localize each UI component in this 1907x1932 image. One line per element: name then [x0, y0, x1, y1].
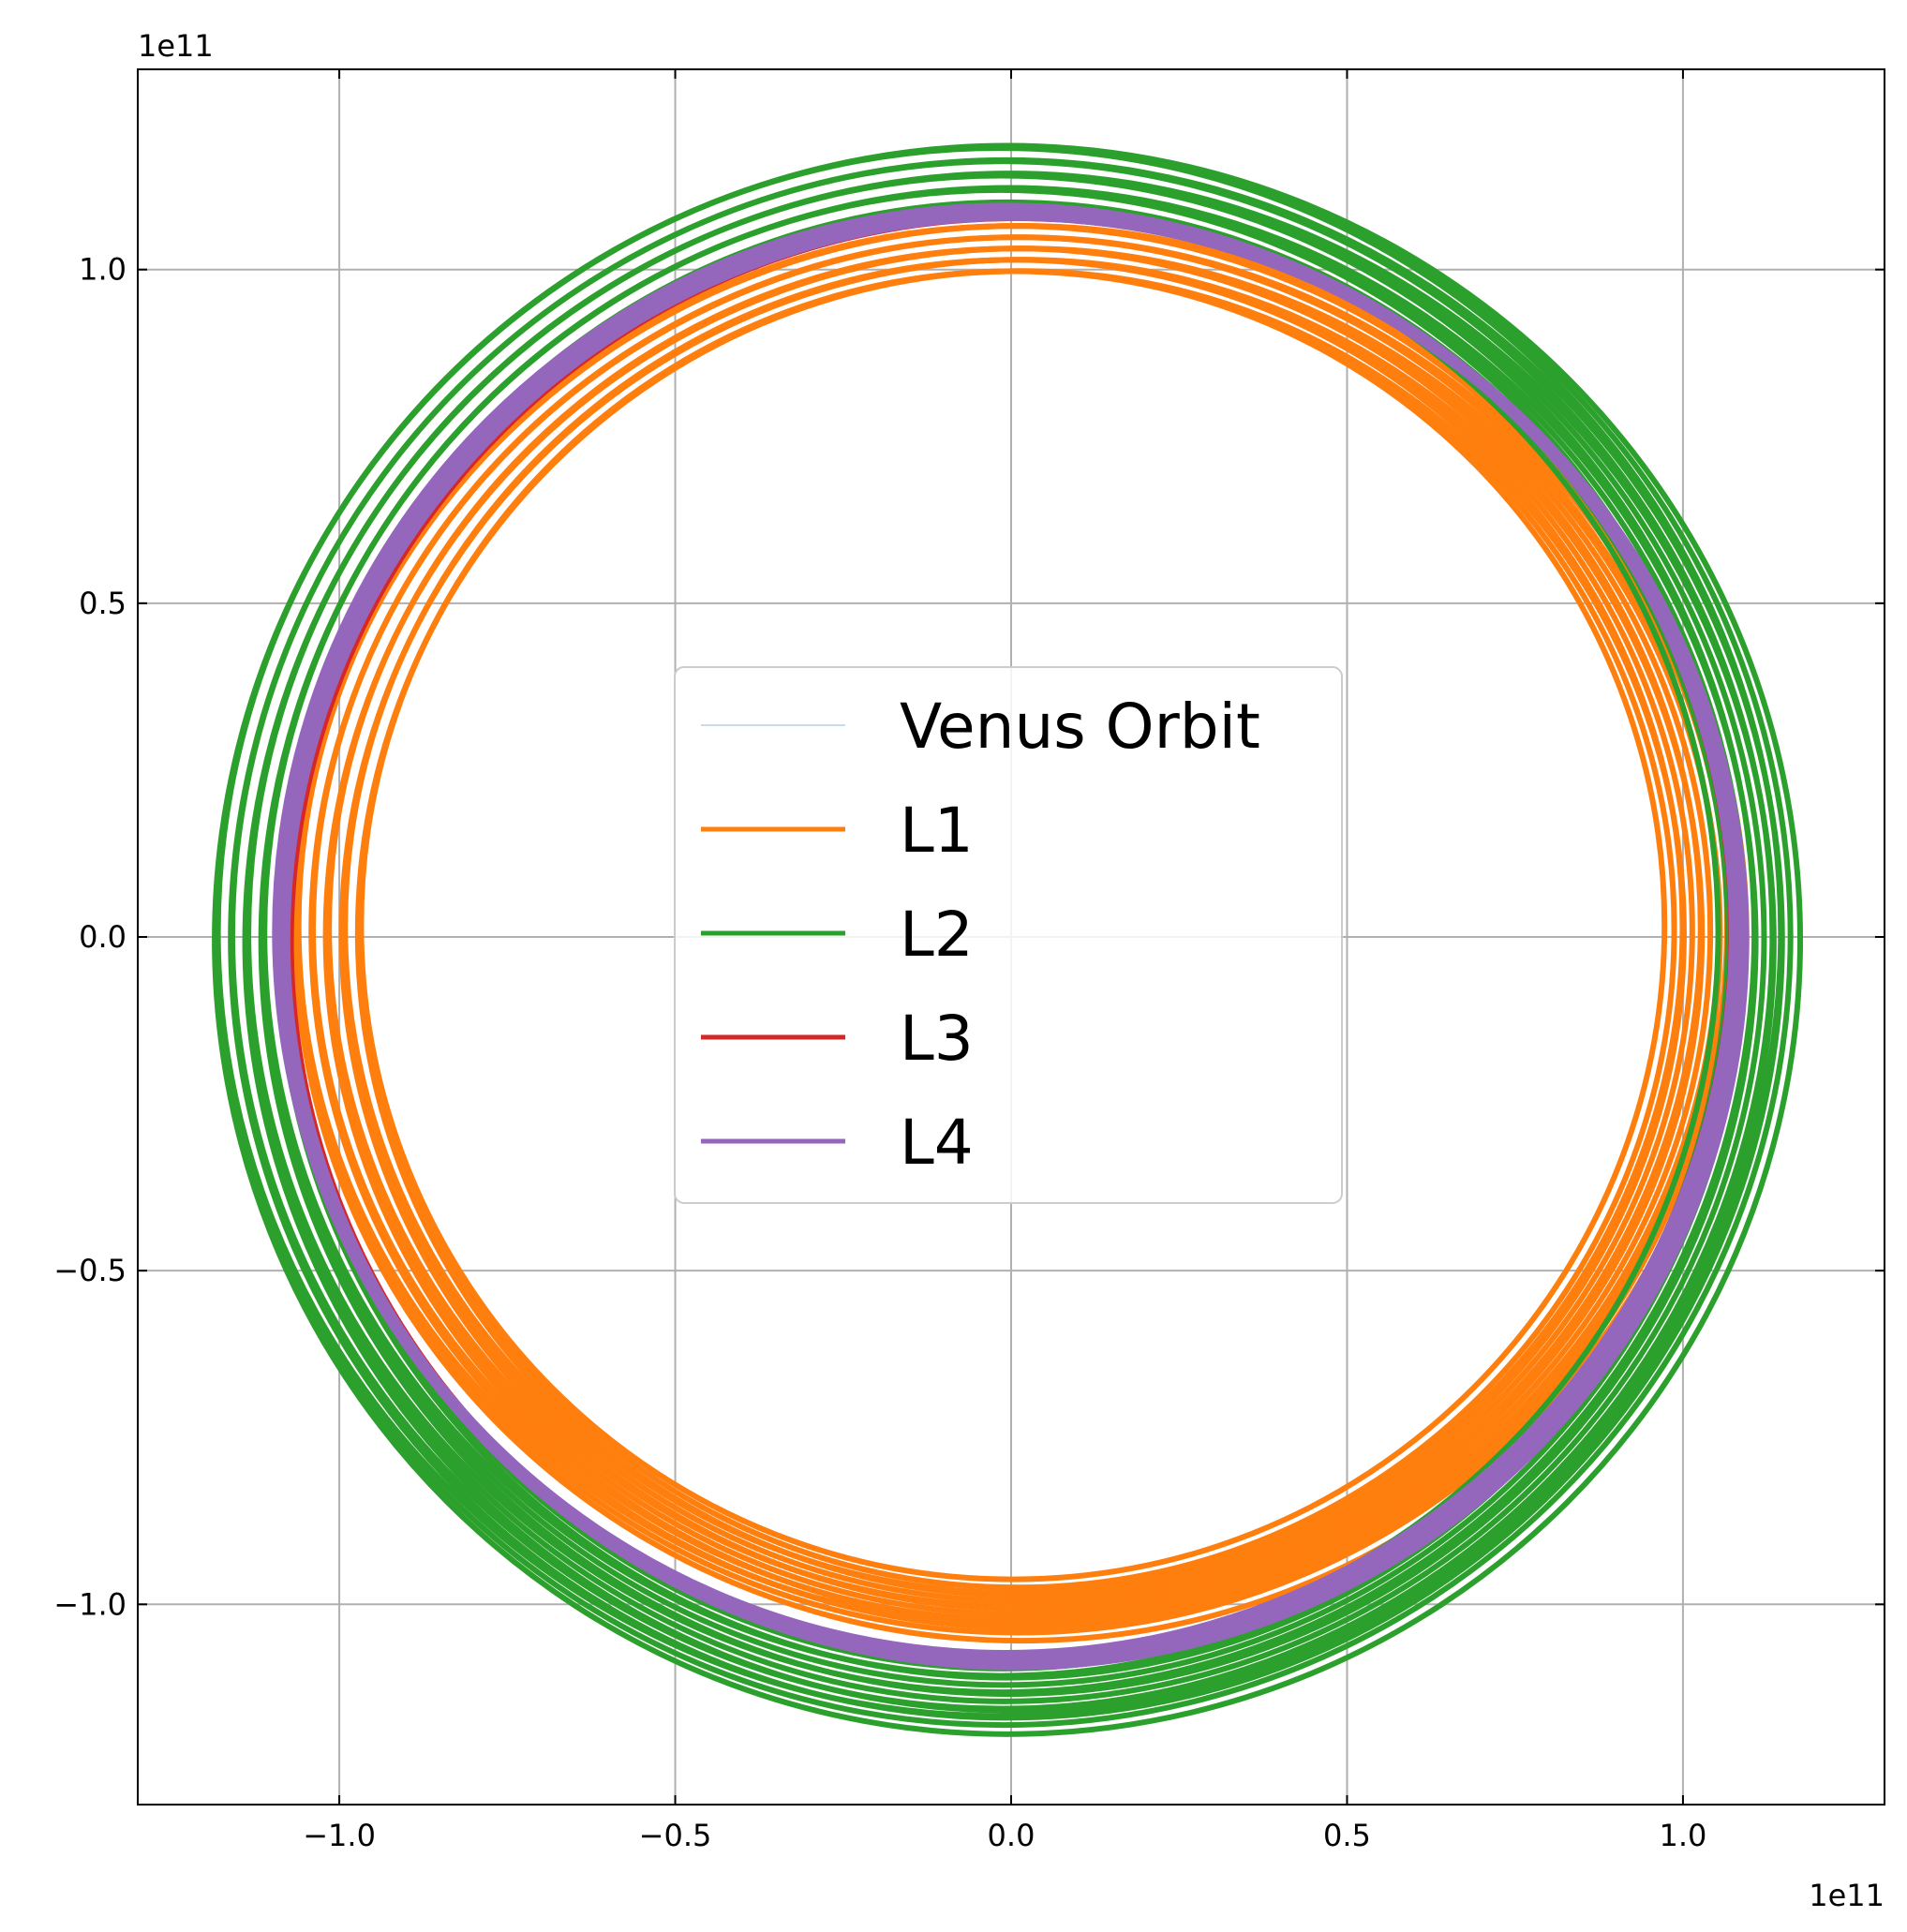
legend-label: L2 [900, 899, 974, 971]
legend: Venus Orbit L1 L2 L3 L4 [674, 666, 1343, 1204]
x-tick-label: −1.0 [303, 1818, 376, 1853]
series-l1 [292, 223, 1750, 1644]
orbit-layer [212, 142, 1804, 1737]
x-offset-text: 1e11 [1809, 1878, 1885, 1913]
x-tick-label: 0.0 [988, 1818, 1035, 1853]
series-l4 [272, 202, 1750, 1671]
legend-label: Venus Orbit [900, 691, 1260, 763]
y-tick-label: 1.0 [79, 252, 127, 288]
x-tick-label: −0.5 [639, 1818, 712, 1853]
y-tick-label: 0.5 [79, 586, 127, 621]
orbit-loop [276, 206, 1745, 1666]
y-offset-text: 1e11 [138, 28, 214, 64]
legend-box [674, 666, 1343, 1204]
axes-layer: −1.0 −0.5 0.0 0.5 1.0 −1.0 −0.5 0.0 0.5 1.0 [53, 68, 1885, 1853]
orbit-loop [212, 142, 1804, 1737]
legend-label: L1 [900, 795, 974, 867]
y-tick-label: −1.0 [53, 1586, 127, 1622]
x-tick-label: 1.0 [1659, 1818, 1706, 1853]
orbit-loop [278, 209, 1750, 1671]
y-tick-label: 0.0 [79, 919, 127, 955]
series-l2 [212, 142, 1804, 1737]
legend-label: L3 [900, 1003, 974, 1075]
y-tick-label: −0.5 [53, 1253, 127, 1288]
legend-label: L4 [900, 1107, 974, 1179]
orbit-loop [272, 202, 1740, 1661]
x-tick-label: 0.5 [1323, 1818, 1371, 1853]
